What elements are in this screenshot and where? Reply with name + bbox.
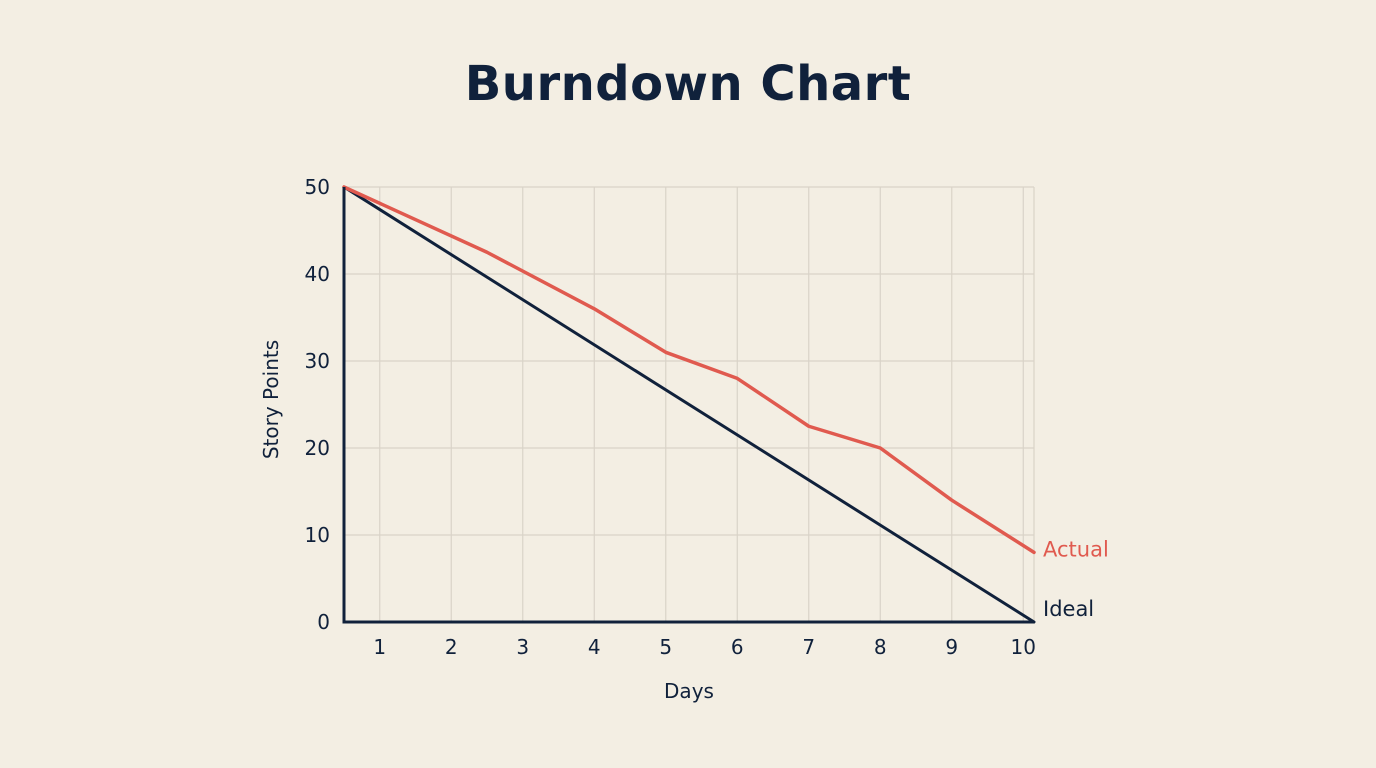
y-tick-label: 10 xyxy=(305,523,330,547)
x-tick-label: 5 xyxy=(659,635,672,659)
x-tick-label: 7 xyxy=(802,635,815,659)
y-axis-label: Story Points xyxy=(259,340,283,459)
series-label-actual: Actual xyxy=(1043,537,1109,561)
x-tick-label: 4 xyxy=(588,635,601,659)
tick-labels: 1 2 3 4 5 6 7 8 9 10 0 10 20 30 40 50 xyxy=(305,175,1036,659)
x-tick-label: 8 xyxy=(874,635,887,659)
x-tick-label: 2 xyxy=(445,635,458,659)
y-tick-label: 40 xyxy=(305,262,330,286)
x-tick-label: 9 xyxy=(945,635,958,659)
x-tick-label: 3 xyxy=(516,635,529,659)
x-tick-label: 10 xyxy=(1011,635,1036,659)
y-tick-label: 30 xyxy=(305,349,330,373)
series-group xyxy=(342,185,1036,624)
y-tick-label: 20 xyxy=(305,436,330,460)
series-labels: Ideal Actual xyxy=(1043,537,1109,621)
x-tick-label: 6 xyxy=(731,635,744,659)
chart-title: Burndown Chart xyxy=(464,56,912,112)
axes xyxy=(342,187,1034,624)
y-tick-label: 50 xyxy=(305,175,330,199)
series-line-actual xyxy=(342,185,1036,555)
x-tick-label: 1 xyxy=(373,635,386,659)
series-line-ideal xyxy=(342,185,1036,624)
x-axis-label: Days xyxy=(664,679,714,703)
series-label-ideal: Ideal xyxy=(1043,597,1094,621)
y-tick-label: 0 xyxy=(317,610,330,634)
